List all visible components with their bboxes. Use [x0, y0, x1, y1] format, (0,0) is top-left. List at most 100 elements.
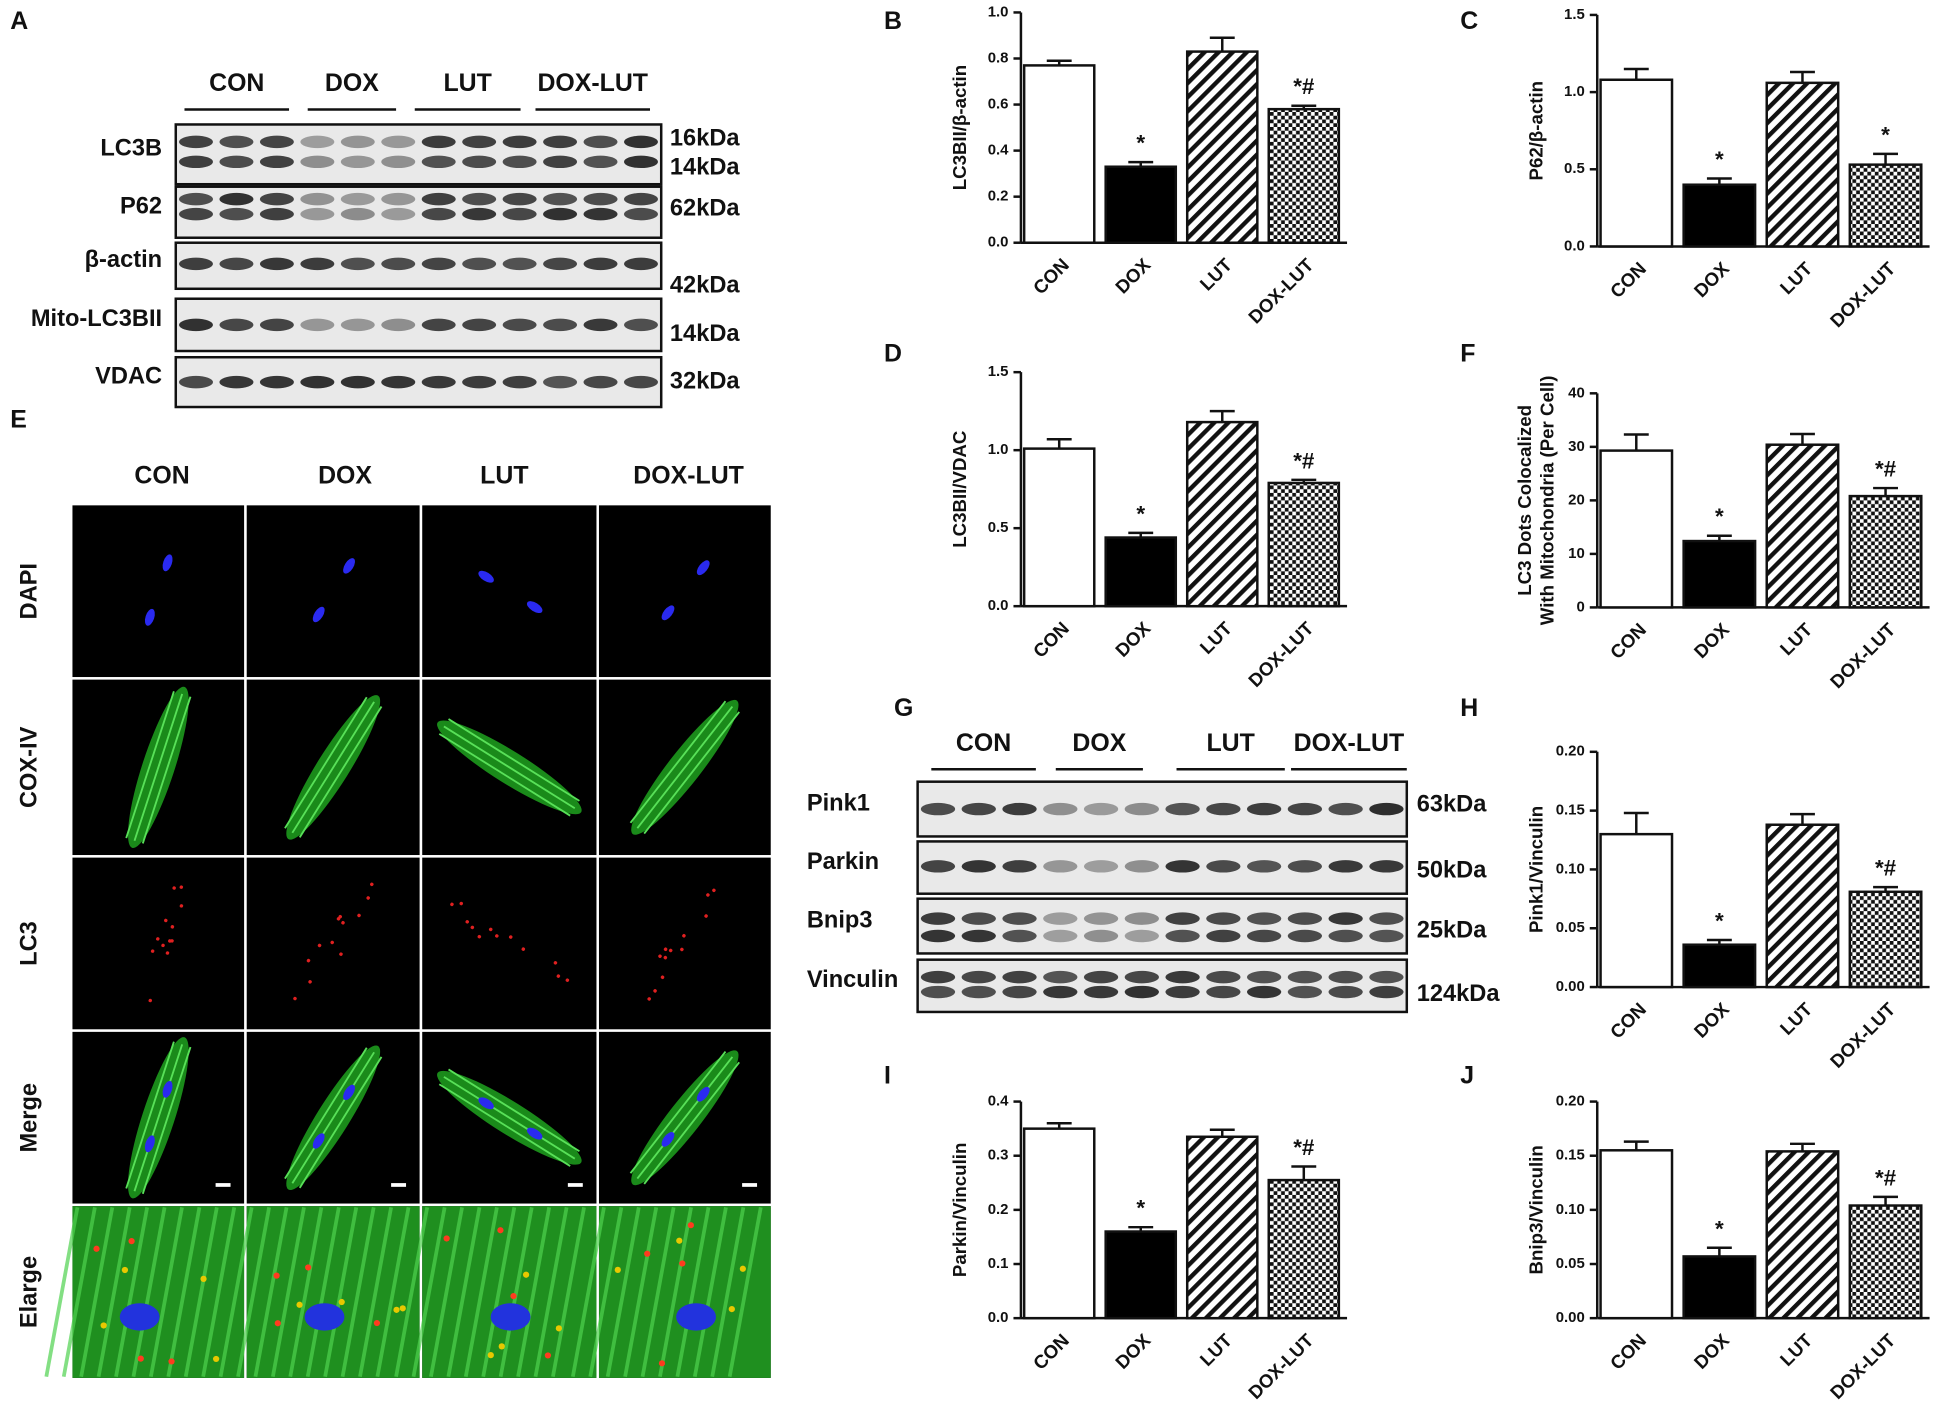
blot-band — [920, 970, 956, 984]
blot-band — [543, 375, 578, 389]
x-tick-label: CON — [1029, 618, 1073, 662]
fibril — [218, 1207, 254, 1377]
micrograph — [244, 502, 423, 680]
y-tick-label: 0.1 — [988, 1255, 1009, 1272]
x-tick-label: DOX-LUT — [1826, 257, 1900, 331]
blot-band — [421, 207, 456, 221]
cell — [293, 882, 374, 1001]
blot-band — [623, 192, 658, 206]
lc3-dot — [614, 1266, 621, 1273]
y-axis-label: P62/β-actin — [1525, 81, 1546, 181]
fibril — [375, 1207, 411, 1377]
blot-membrane — [916, 958, 1409, 1014]
y-tick-label: 0.20 — [1556, 743, 1585, 760]
significance: * — [1715, 909, 1724, 934]
row-label: LC3 — [16, 921, 42, 966]
fibril — [125, 690, 175, 839]
blot-band — [259, 207, 294, 221]
lc3-dot — [150, 949, 155, 953]
blot-band — [179, 192, 213, 206]
fibril — [298, 1056, 383, 1189]
blot-band — [1287, 929, 1323, 943]
fibril — [96, 1207, 132, 1377]
row-label: Mito-LC3BII — [31, 306, 162, 332]
blot-band — [1043, 802, 1078, 816]
blot-band — [623, 375, 658, 389]
y-tick-label: 0.0 — [988, 597, 1009, 614]
blot-band — [1246, 860, 1282, 873]
nucleus — [478, 1097, 494, 1110]
blot-band — [1328, 860, 1363, 873]
y-tick-label: 30 — [1568, 438, 1585, 455]
micrograph — [596, 502, 774, 680]
blot-band — [1043, 929, 1078, 943]
blot-band — [1328, 970, 1363, 984]
fibril — [394, 1207, 430, 1377]
cell — [125, 1037, 192, 1199]
significance: *# — [1875, 856, 1897, 881]
blot-band — [1246, 985, 1282, 999]
x-tick-label: DOX-LUT — [1244, 254, 1318, 328]
bar — [1682, 943, 1757, 989]
row-label: Elarge — [16, 1256, 42, 1328]
cell — [478, 570, 543, 613]
fibril — [298, 706, 383, 838]
bar — [1682, 1255, 1757, 1320]
blot-band — [961, 985, 996, 999]
row-label: DAPI — [16, 563, 42, 619]
blot-band — [340, 257, 375, 271]
lc3-dot — [544, 1352, 552, 1359]
fibril — [623, 1207, 659, 1377]
fibril — [429, 1207, 464, 1377]
lc3-dot — [170, 925, 175, 929]
blot-band — [502, 318, 537, 332]
fibril — [570, 1207, 606, 1377]
fibril — [284, 1047, 368, 1180]
lc3-dot — [663, 955, 668, 960]
nucleus — [144, 1135, 155, 1153]
blot-band — [583, 257, 618, 271]
blot-membrane — [916, 840, 1409, 895]
lc3-dot — [553, 961, 558, 965]
blot-band — [1165, 985, 1200, 999]
blot-band — [623, 318, 658, 332]
nucleus — [343, 558, 355, 574]
fibril — [438, 1083, 571, 1167]
lc3-dot — [137, 1355, 144, 1362]
blot-band — [1287, 985, 1323, 999]
blot-band — [920, 802, 956, 816]
blot-band — [1328, 912, 1363, 925]
fibril — [61, 1207, 97, 1377]
lc3-dot — [660, 975, 665, 979]
lc3-dot — [443, 1235, 450, 1242]
y-tick-label: 0.0 — [988, 1309, 1009, 1326]
y-tick-label: 1.5 — [1564, 6, 1585, 23]
y-tick-label: 0.10 — [1556, 860, 1585, 877]
x-tick-label: DOX-LUT — [1244, 1329, 1318, 1403]
blot-band — [340, 318, 375, 332]
significance: * — [1715, 147, 1724, 172]
fibril — [446, 1207, 482, 1377]
blot-band — [623, 155, 658, 169]
bar — [1185, 50, 1259, 244]
lc3-dot — [739, 1265, 746, 1272]
blot-band — [920, 929, 956, 943]
bar — [1267, 481, 1341, 608]
blot-band — [1246, 970, 1282, 984]
nucleus — [304, 1303, 345, 1331]
blot-band — [1165, 860, 1200, 873]
cell — [284, 695, 383, 840]
blot-band — [1002, 985, 1037, 999]
micrograph — [419, 855, 599, 1032]
fibril — [253, 1207, 289, 1377]
fibril — [448, 718, 580, 802]
fibril — [636, 1056, 734, 1180]
lc3-dot — [393, 1306, 400, 1313]
fibril — [443, 725, 576, 810]
blot-band — [462, 135, 497, 149]
blot-band — [1002, 970, 1037, 984]
x-tick-label: DOX — [1690, 998, 1734, 1042]
blot-band — [340, 375, 375, 389]
cell — [312, 558, 355, 623]
lc3-dot — [644, 1250, 651, 1257]
